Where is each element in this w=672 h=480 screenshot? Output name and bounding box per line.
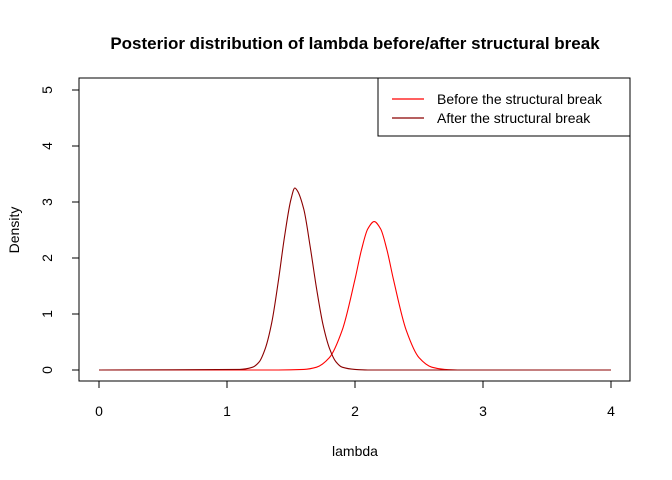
x-tick-label: 4 (607, 403, 615, 419)
series-line-after (98, 187, 611, 371)
y-tick-label: 5 (39, 86, 55, 94)
y-axis: 0 1 2 3 4 5 (39, 86, 80, 374)
legend: Before the structural break After the st… (377, 77, 631, 137)
legend-box (377, 77, 631, 137)
x-tick-label: 1 (223, 403, 231, 419)
y-tick-label: 1 (39, 310, 55, 318)
series-line-before (98, 221, 611, 371)
legend-label-before: Before the structural break (437, 91, 603, 107)
y-tick-label: 3 (39, 198, 55, 206)
y-tick-label: 2 (39, 254, 55, 262)
x-tick-label: 2 (351, 403, 359, 419)
y-tick-label: 0 (39, 366, 55, 374)
series-layer (98, 187, 611, 371)
x-tick-label: 0 (95, 403, 103, 419)
y-axis-label: Density (6, 207, 22, 254)
y-tick-label: 4 (39, 142, 55, 150)
x-axis: 0 1 2 3 4 (95, 380, 615, 419)
x-axis-label: lambda (332, 443, 378, 459)
chart-title: Posterior distribution of lambda before/… (110, 34, 600, 53)
legend-label-after: After the structural break (437, 110, 591, 126)
x-tick-label: 3 (479, 403, 487, 419)
